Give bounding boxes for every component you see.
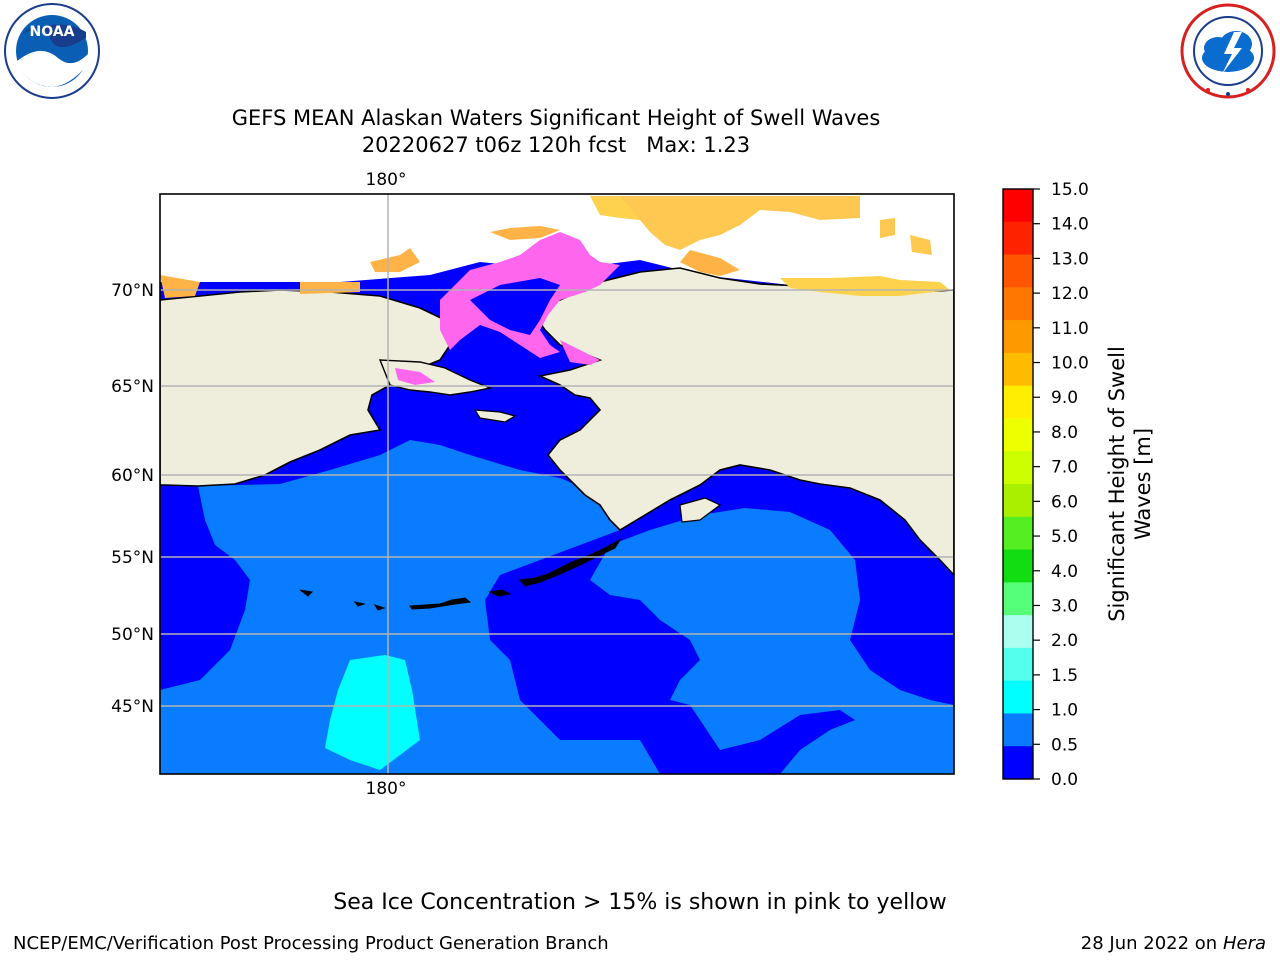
colorbar-cell xyxy=(1003,385,1033,419)
sea-ice-anadyr xyxy=(395,368,435,385)
colorbar-cell xyxy=(1003,287,1033,321)
colorbar-cell xyxy=(1003,254,1033,288)
colorbar-tick-label: 1.0 xyxy=(1051,701,1078,721)
colorbar-cell xyxy=(1003,516,1033,551)
colorbar-tick-label: 13.0 xyxy=(1051,249,1089,269)
sea-ice-west xyxy=(160,248,420,298)
lat-label-55: 55°N xyxy=(111,548,154,568)
lat-label-70: 70°N xyxy=(111,281,154,301)
map-panel: 180° 180° 70°N 65°N 60°N 55°N 50°N 45°N xyxy=(111,170,955,799)
colorbar-cell xyxy=(1003,680,1033,714)
colorbar-tick-label: 7.0 xyxy=(1051,458,1078,478)
colorbar-label-line1: Significant Height of Swell xyxy=(1105,346,1129,622)
lon-label-bottom: 180° xyxy=(366,779,407,799)
colorbar-tick-label: 4.0 xyxy=(1051,562,1078,582)
colorbar-tick-label: 3.0 xyxy=(1051,596,1078,616)
lat-label-45: 45°N xyxy=(111,697,154,717)
colorbar-tick-label: 6.0 xyxy=(1051,492,1078,512)
ocean-deep-patch xyxy=(668,715,715,774)
colorbar-tick-label: 0.5 xyxy=(1051,735,1078,755)
aleutian-islands xyxy=(299,538,622,611)
colorbar: 15.0 14.0 13.0 12.0 11.0 10.0 9.0 8.0 7.0 6.0 5.0 4… xyxy=(1002,180,1155,790)
colorbar-tick-label: 5.0 xyxy=(1051,527,1078,547)
colorbar-cell xyxy=(1003,582,1033,616)
noaa-logo: NOAA xyxy=(4,3,100,99)
lon-label-top: 180° xyxy=(366,170,407,190)
map-gridlines xyxy=(160,194,954,774)
colorbar-tick-label: 10.0 xyxy=(1051,354,1089,374)
sea-ice-orange-chukchi xyxy=(490,226,560,240)
colorbar-cell xyxy=(1003,746,1033,780)
swell-max-area xyxy=(325,655,420,770)
colorbar-frame xyxy=(1002,188,1034,780)
swell-zone-east xyxy=(590,508,954,774)
chart-subtitle: 20220627 t06z 120h fcst Max: 1.23 xyxy=(361,133,751,157)
date-stamp: 28 Jun 2022 on Hera xyxy=(1081,933,1266,954)
island-st-lawrence xyxy=(473,409,517,423)
map-frame xyxy=(159,193,955,775)
colorbar-tick-label: 0.0 xyxy=(1051,770,1078,790)
host-text: Hera xyxy=(1222,933,1266,954)
sea-ice-note: Sea Ice Concentration > 15% is shown in … xyxy=(333,890,947,915)
lat-label-60: 60°N xyxy=(111,466,154,486)
colorbar-cell xyxy=(1003,221,1033,256)
sea-ice-kotzebue xyxy=(560,340,600,365)
colorbar-cell xyxy=(1003,713,1033,747)
date-text: 28 Jun 2022 on xyxy=(1080,933,1218,954)
noaa-logo-text: NOAA xyxy=(30,24,75,40)
colorbar-cell xyxy=(1003,418,1033,452)
colorbar-tick-label: 9.0 xyxy=(1051,388,1078,408)
lat-label-50: 50°N xyxy=(111,625,154,645)
colorbar-cell xyxy=(1003,647,1033,682)
colorbar-cell xyxy=(1003,549,1033,583)
colorbar-cell xyxy=(1003,615,1033,649)
colorbar-tick-label: 12.0 xyxy=(1051,284,1089,304)
sea-ice-small-patches xyxy=(880,218,932,255)
colorbar-label-line2: Waves [m] xyxy=(1131,428,1155,540)
colorbar-cell xyxy=(1003,189,1033,223)
sea-ice-orange-mid xyxy=(680,250,740,276)
credit-text: NCEP/EMC/Verification Post Processing Pr… xyxy=(13,933,609,954)
colorbar-tick-label: 14.0 xyxy=(1051,215,1089,235)
island-kodiak xyxy=(679,497,722,523)
lat-label-65: 65°N xyxy=(111,377,154,397)
sea-ice-beaufort xyxy=(780,276,950,296)
colorbar-tick-label: 11.0 xyxy=(1051,319,1089,339)
colorbar-ticks: 15.0 14.0 13.0 12.0 11.0 10.0 9.0 8.0 7.0 6.0 5.0 4… xyxy=(1033,180,1089,790)
colorbar-tick-label: 1.5 xyxy=(1051,666,1078,686)
chart-title: GEFS MEAN Alaskan Waters Significant Hei… xyxy=(231,106,881,130)
colorbar-cells xyxy=(1003,189,1033,780)
colorbar-cell xyxy=(1003,484,1033,518)
colorbar-tick-label: 15.0 xyxy=(1051,180,1089,200)
open-water-chukchi xyxy=(470,278,560,335)
sea-ice-orange-north xyxy=(620,196,860,250)
colorbar-cell xyxy=(1003,352,1033,387)
colorbar-cell xyxy=(1003,451,1033,485)
colorbar-tick-label: 2.0 xyxy=(1051,631,1078,651)
colorbar-tick-label: 8.0 xyxy=(1051,423,1078,443)
nws-logo xyxy=(1180,3,1276,99)
swell-zone-west xyxy=(160,440,660,774)
colorbar-cell xyxy=(1003,320,1033,354)
